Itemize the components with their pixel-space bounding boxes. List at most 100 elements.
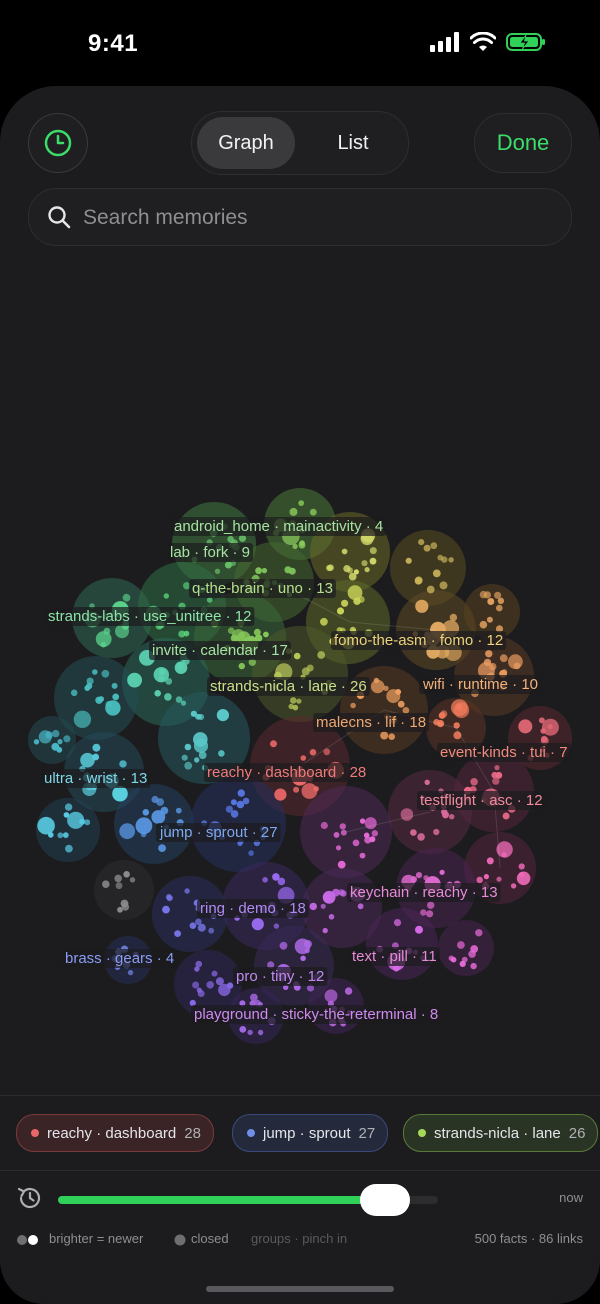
memory-node[interactable] xyxy=(489,662,497,671)
memory-node[interactable] xyxy=(196,987,202,993)
memory-node[interactable] xyxy=(373,677,380,684)
memory-node[interactable] xyxy=(239,1000,246,1007)
memory-node[interactable] xyxy=(84,819,91,826)
memory-node[interactable] xyxy=(224,561,232,569)
memory-node[interactable] xyxy=(487,598,495,605)
memory-node[interactable] xyxy=(486,857,494,865)
memory-node[interactable] xyxy=(183,630,190,637)
memory-node[interactable] xyxy=(67,811,85,829)
cluster-label[interactable]: wifi · runtime · 10 xyxy=(419,675,542,694)
memory-node[interactable] xyxy=(218,750,225,757)
memory-node[interactable] xyxy=(364,567,370,573)
memory-node[interactable] xyxy=(237,789,245,797)
memory-node[interactable] xyxy=(279,941,288,950)
memory-node[interactable] xyxy=(112,693,120,701)
memory-node[interactable] xyxy=(323,748,331,756)
memory-node[interactable] xyxy=(215,977,224,986)
memory-node[interactable] xyxy=(174,930,182,937)
memory-node[interactable] xyxy=(344,987,353,995)
memory-node[interactable] xyxy=(436,720,445,728)
memory-node[interactable] xyxy=(158,844,167,852)
memory-node[interactable] xyxy=(519,871,525,878)
memory-node[interactable] xyxy=(127,969,134,976)
memory-node[interactable] xyxy=(153,667,169,683)
memory-node[interactable] xyxy=(293,786,300,793)
memory-node[interactable] xyxy=(397,700,405,708)
memory-node[interactable] xyxy=(414,577,423,585)
memory-node[interactable] xyxy=(309,902,317,911)
memory-node[interactable] xyxy=(350,702,356,709)
chip-strands-nicla-lane[interactable]: strands-nicla · lane 26 xyxy=(403,1114,599,1152)
cluster-blob[interactable] xyxy=(366,908,438,980)
memory-node[interactable] xyxy=(339,823,346,830)
memory-node[interactable] xyxy=(216,709,229,722)
memory-node[interactable] xyxy=(486,616,493,623)
memory-node[interactable] xyxy=(184,761,193,770)
memory-node[interactable] xyxy=(427,901,435,909)
cluster-label[interactable]: pro · tiny · 12 xyxy=(233,967,328,986)
memory-node[interactable] xyxy=(135,817,153,835)
memory-node[interactable] xyxy=(424,779,430,785)
memory-node[interactable] xyxy=(249,1000,256,1007)
memory-node[interactable] xyxy=(177,662,184,669)
memory-node[interactable] xyxy=(214,568,221,574)
cluster-blob[interactable] xyxy=(36,798,100,862)
memory-node[interactable] xyxy=(230,799,237,806)
memory-node[interactable] xyxy=(227,627,235,634)
memory-node[interactable] xyxy=(122,593,131,602)
memory-node[interactable] xyxy=(415,599,429,613)
memory-node[interactable] xyxy=(238,534,247,542)
memory-node[interactable] xyxy=(63,735,71,743)
memory-node[interactable] xyxy=(299,540,305,546)
memory-node[interactable] xyxy=(197,713,205,721)
memory-node[interactable] xyxy=(303,940,312,948)
memory-node[interactable] xyxy=(494,591,502,599)
memory-node[interactable] xyxy=(492,777,500,785)
memory-node[interactable] xyxy=(115,882,123,890)
memory-node[interactable] xyxy=(175,807,182,814)
cluster-label[interactable]: lab · fork · 9 xyxy=(167,543,254,562)
memory-node[interactable] xyxy=(449,613,458,622)
memory-node[interactable] xyxy=(337,860,346,869)
memory-node[interactable] xyxy=(513,662,521,670)
cluster-label[interactable]: text · pill · 11 xyxy=(349,947,440,966)
memory-node[interactable] xyxy=(267,961,275,969)
memory-node[interactable] xyxy=(309,508,317,516)
memory-node[interactable] xyxy=(453,731,462,740)
memory-node[interactable] xyxy=(383,685,389,691)
cluster-blob[interactable] xyxy=(464,584,520,640)
memory-node[interactable] xyxy=(494,765,500,771)
memory-node[interactable] xyxy=(230,634,238,642)
memory-node[interactable] xyxy=(115,624,129,639)
cluster-blob[interactable] xyxy=(114,784,194,864)
memory-node[interactable] xyxy=(300,755,307,761)
memory-node[interactable] xyxy=(518,719,533,734)
cluster-label[interactable]: playground · sticky-the-reterminal · 8 xyxy=(191,1005,442,1024)
memory-node[interactable] xyxy=(248,635,256,643)
memory-node[interactable] xyxy=(127,672,142,688)
memory-node[interactable] xyxy=(33,739,40,745)
cluster-label[interactable]: testflight · asc · 12 xyxy=(417,791,546,810)
memory-node[interactable] xyxy=(306,664,314,672)
memory-node[interactable] xyxy=(340,890,347,897)
memory-node[interactable] xyxy=(273,923,280,929)
tab-graph[interactable]: Graph xyxy=(197,117,295,169)
memory-node[interactable] xyxy=(426,910,434,918)
memory-node[interactable] xyxy=(328,914,335,920)
memory-node[interactable] xyxy=(95,631,112,647)
memory-node[interactable] xyxy=(95,696,103,704)
memory-node[interactable] xyxy=(193,738,209,753)
memory-node[interactable] xyxy=(359,852,366,859)
memory-node[interactable] xyxy=(52,729,60,738)
cluster-label[interactable]: malecns · lif · 18 xyxy=(313,713,430,732)
memory-node[interactable] xyxy=(361,560,368,567)
memory-node[interactable] xyxy=(496,876,502,882)
memory-node[interactable] xyxy=(208,927,215,934)
memory-node[interactable] xyxy=(300,955,306,962)
timeline-slider[interactable] xyxy=(58,1184,438,1216)
memory-node[interactable] xyxy=(320,821,328,830)
memory-graph[interactable]: android_home · mainactivity · 4 lab · for… xyxy=(0,376,600,1076)
cluster-label[interactable]: reachy · dashboard · 28 xyxy=(204,763,370,782)
memory-node[interactable] xyxy=(175,696,183,703)
memory-node[interactable] xyxy=(333,832,340,838)
